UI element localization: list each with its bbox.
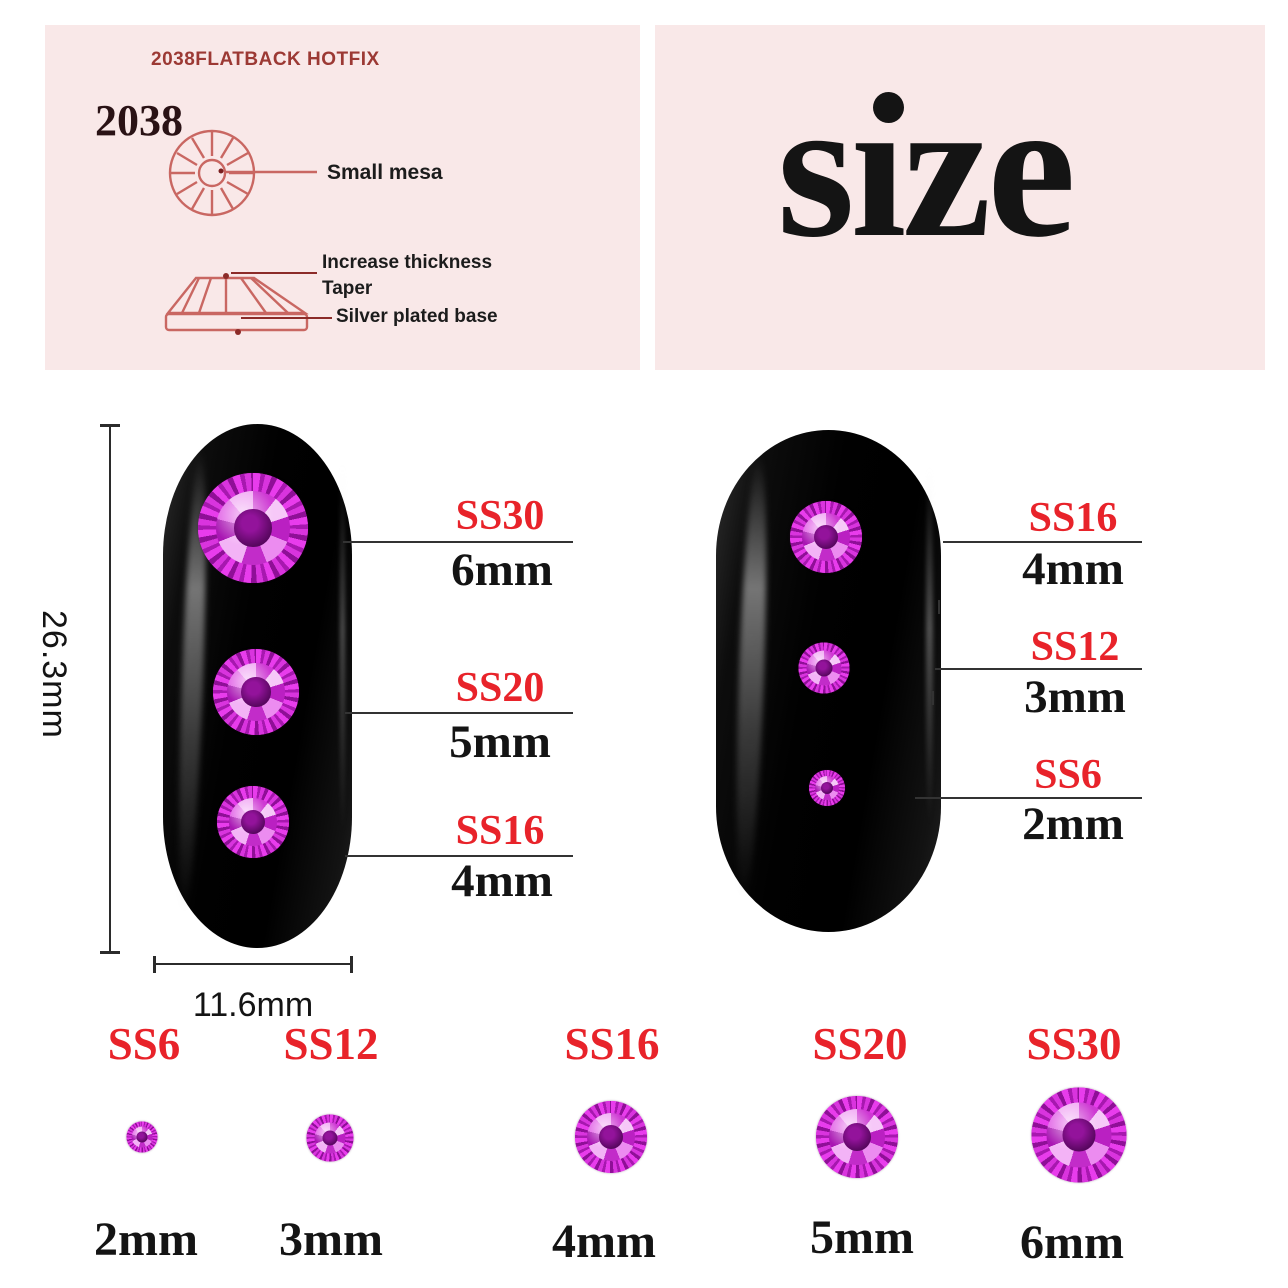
size-heading-panel: sıze (655, 25, 1265, 370)
chart-size-code: SS6 (107, 1019, 181, 1069)
chart-size-code: SS12 (283, 1019, 379, 1069)
leader-line (345, 712, 573, 714)
stone-diameter: 2mm (1022, 798, 1124, 850)
nail-height-label: 26.3mm (35, 610, 73, 739)
leader-line (943, 541, 1142, 543)
rhinestone-ss30 (198, 473, 308, 583)
gem-center (240, 809, 266, 835)
height-measure-cap-bottom (100, 951, 120, 954)
rhinestone-technical-drawing (164, 129, 332, 335)
gem-center (843, 1123, 871, 1151)
width-measure-line (154, 963, 352, 965)
gem-center (813, 524, 839, 550)
gem-center (598, 1124, 624, 1150)
gem-center (234, 509, 272, 547)
rhinestone-ss6 (809, 770, 845, 806)
chart-diameter: 6mm (1020, 1216, 1124, 1269)
chart-diameter: 2mm (94, 1213, 198, 1266)
chart-diameter: 4mm (552, 1215, 656, 1268)
top-view-drawing (168, 129, 317, 217)
chart-size-code: SS30 (1026, 1019, 1122, 1069)
letter-i-dot (873, 92, 904, 123)
width-measure-cap-right (350, 956, 353, 973)
leader-line (915, 797, 1142, 799)
chart-size-code: SS20 (812, 1019, 908, 1069)
stone-diameter: 6mm (451, 544, 553, 596)
stone-size-code: SS30 (455, 493, 545, 539)
chart-rhinestone-ss20 (816, 1096, 898, 1178)
flatback-diagram-panel: 2038FLATBACK HOTFIX 2038 (45, 25, 640, 370)
rhinestone-ss12 (798, 642, 850, 694)
height-measure-cap-top (100, 424, 120, 427)
diagram-title: 2038FLATBACK HOTFIX (151, 49, 380, 70)
gem-center (815, 659, 833, 677)
mesa-dot (218, 168, 224, 174)
rhinestone-ss16 (217, 786, 289, 858)
chart-rhinestone-ss12 (306, 1114, 354, 1162)
nail-width-label: 11.6mm (192, 986, 314, 1024)
rhinestone-ss16 (790, 501, 862, 573)
stone-size-code: SS6 (1034, 752, 1102, 798)
thickness-dot (223, 273, 229, 279)
gem-center (322, 1130, 338, 1146)
width-measure-cap-left (153, 956, 156, 973)
stone-size-code: SS16 (1028, 495, 1118, 541)
chart-rhinestone-ss30 (1031, 1087, 1127, 1183)
callout-taper: Taper (322, 278, 373, 299)
height-measure-line (109, 425, 111, 953)
callout-small-mesa: Small mesa (327, 161, 443, 184)
gem-center (1062, 1118, 1096, 1152)
stone-size-code: SS12 (1030, 624, 1120, 670)
gem-center (241, 677, 271, 707)
leader-line (343, 541, 573, 543)
stone-diameter: 3mm (1024, 671, 1126, 723)
chart-rhinestone-ss16 (575, 1101, 647, 1173)
stone-diameter: 4mm (1022, 543, 1124, 595)
stone-size-code: SS20 (455, 665, 545, 711)
chart-rhinestone-ss6 (126, 1121, 158, 1153)
leader-tick (938, 600, 940, 614)
stone-diameter: 5mm (449, 716, 551, 768)
callout-leader-lines (231, 272, 332, 319)
rhinestone-ss20 (213, 649, 299, 735)
model-number: 2038 (95, 96, 183, 145)
stone-diameter: 4mm (451, 855, 553, 907)
callout-increase-thickness: Increase thickness (322, 252, 493, 273)
base-dot (235, 329, 241, 335)
leader-tick (932, 691, 934, 705)
chart-size-code: SS16 (564, 1019, 660, 1069)
gem-center (820, 781, 834, 795)
chart-diameter: 5mm (810, 1211, 914, 1264)
chart-diameter: 3mm (279, 1213, 383, 1266)
size-heading: sıze (777, 58, 1076, 279)
stone-size-code: SS16 (455, 808, 545, 854)
side-view-drawing (164, 276, 309, 332)
gem-center (136, 1131, 148, 1143)
leader-line (345, 855, 573, 857)
callout-silver-plated-base: Silver plated base (336, 306, 498, 327)
leader-line (935, 668, 1142, 670)
